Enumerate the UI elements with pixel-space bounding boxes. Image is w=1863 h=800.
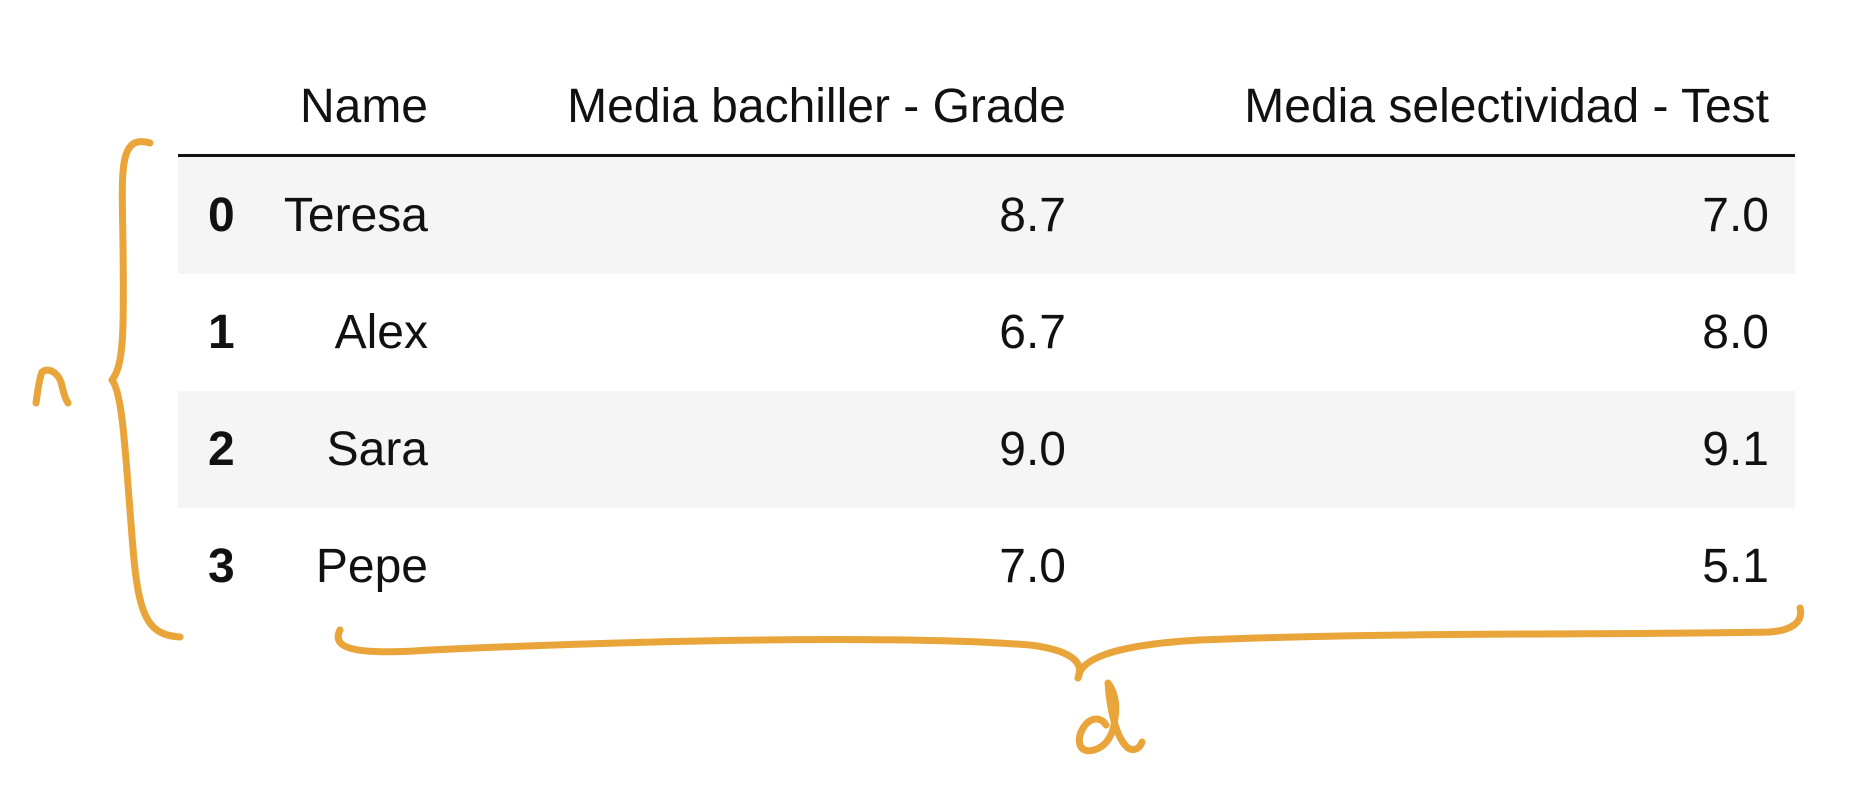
cell-grade: 6.7 bbox=[999, 306, 1066, 359]
table-row: 3 Pepe 7.0 5.1 bbox=[178, 508, 1795, 625]
header-test: Media selectividad - Test bbox=[1092, 58, 1795, 157]
table-row: 1 Alex 6.7 8.0 bbox=[178, 274, 1795, 391]
cell-test: 5.1 bbox=[1702, 540, 1769, 593]
cell-grade: 8.7 bbox=[999, 189, 1066, 242]
cell-grade: 7.0 bbox=[999, 540, 1066, 593]
cell-name: Sara bbox=[326, 423, 428, 476]
table-body: 0 Teresa 8.7 7.0 1 Alex 6.7 8.0 2 Sara 9… bbox=[178, 155, 1795, 626]
cell-name: Alex bbox=[334, 306, 428, 359]
row-index: 3 bbox=[208, 540, 235, 593]
table-row: 2 Sara 9.0 9.1 bbox=[178, 391, 1795, 508]
cell-test: 9.1 bbox=[1702, 423, 1769, 476]
cell-test: 8.0 bbox=[1702, 306, 1769, 359]
rows-brace bbox=[108, 138, 184, 641]
header-index bbox=[178, 58, 268, 157]
row-index: 2 bbox=[208, 423, 235, 476]
header-name: Name bbox=[268, 58, 454, 157]
cell-grade: 9.0 bbox=[999, 423, 1066, 476]
header-grade: Media bachiller - Grade bbox=[454, 58, 1092, 157]
cell-name: Teresa bbox=[283, 189, 428, 242]
table-header: Name Media bachiller - Grade Media selec… bbox=[178, 58, 1795, 157]
cell-test: 7.0 bbox=[1702, 189, 1769, 242]
table-row: 0 Teresa 8.7 7.0 bbox=[178, 155, 1795, 274]
columns-label-d bbox=[1075, 679, 1146, 755]
row-index: 1 bbox=[208, 306, 235, 359]
row-index: 0 bbox=[208, 189, 235, 242]
cell-name: Pepe bbox=[315, 540, 428, 593]
rows-label-n bbox=[32, 366, 72, 407]
header-row: Name Media bachiller - Grade Media selec… bbox=[178, 58, 1795, 157]
dataframe-table: Name Media bachiller - Grade Media selec… bbox=[178, 58, 1795, 625]
